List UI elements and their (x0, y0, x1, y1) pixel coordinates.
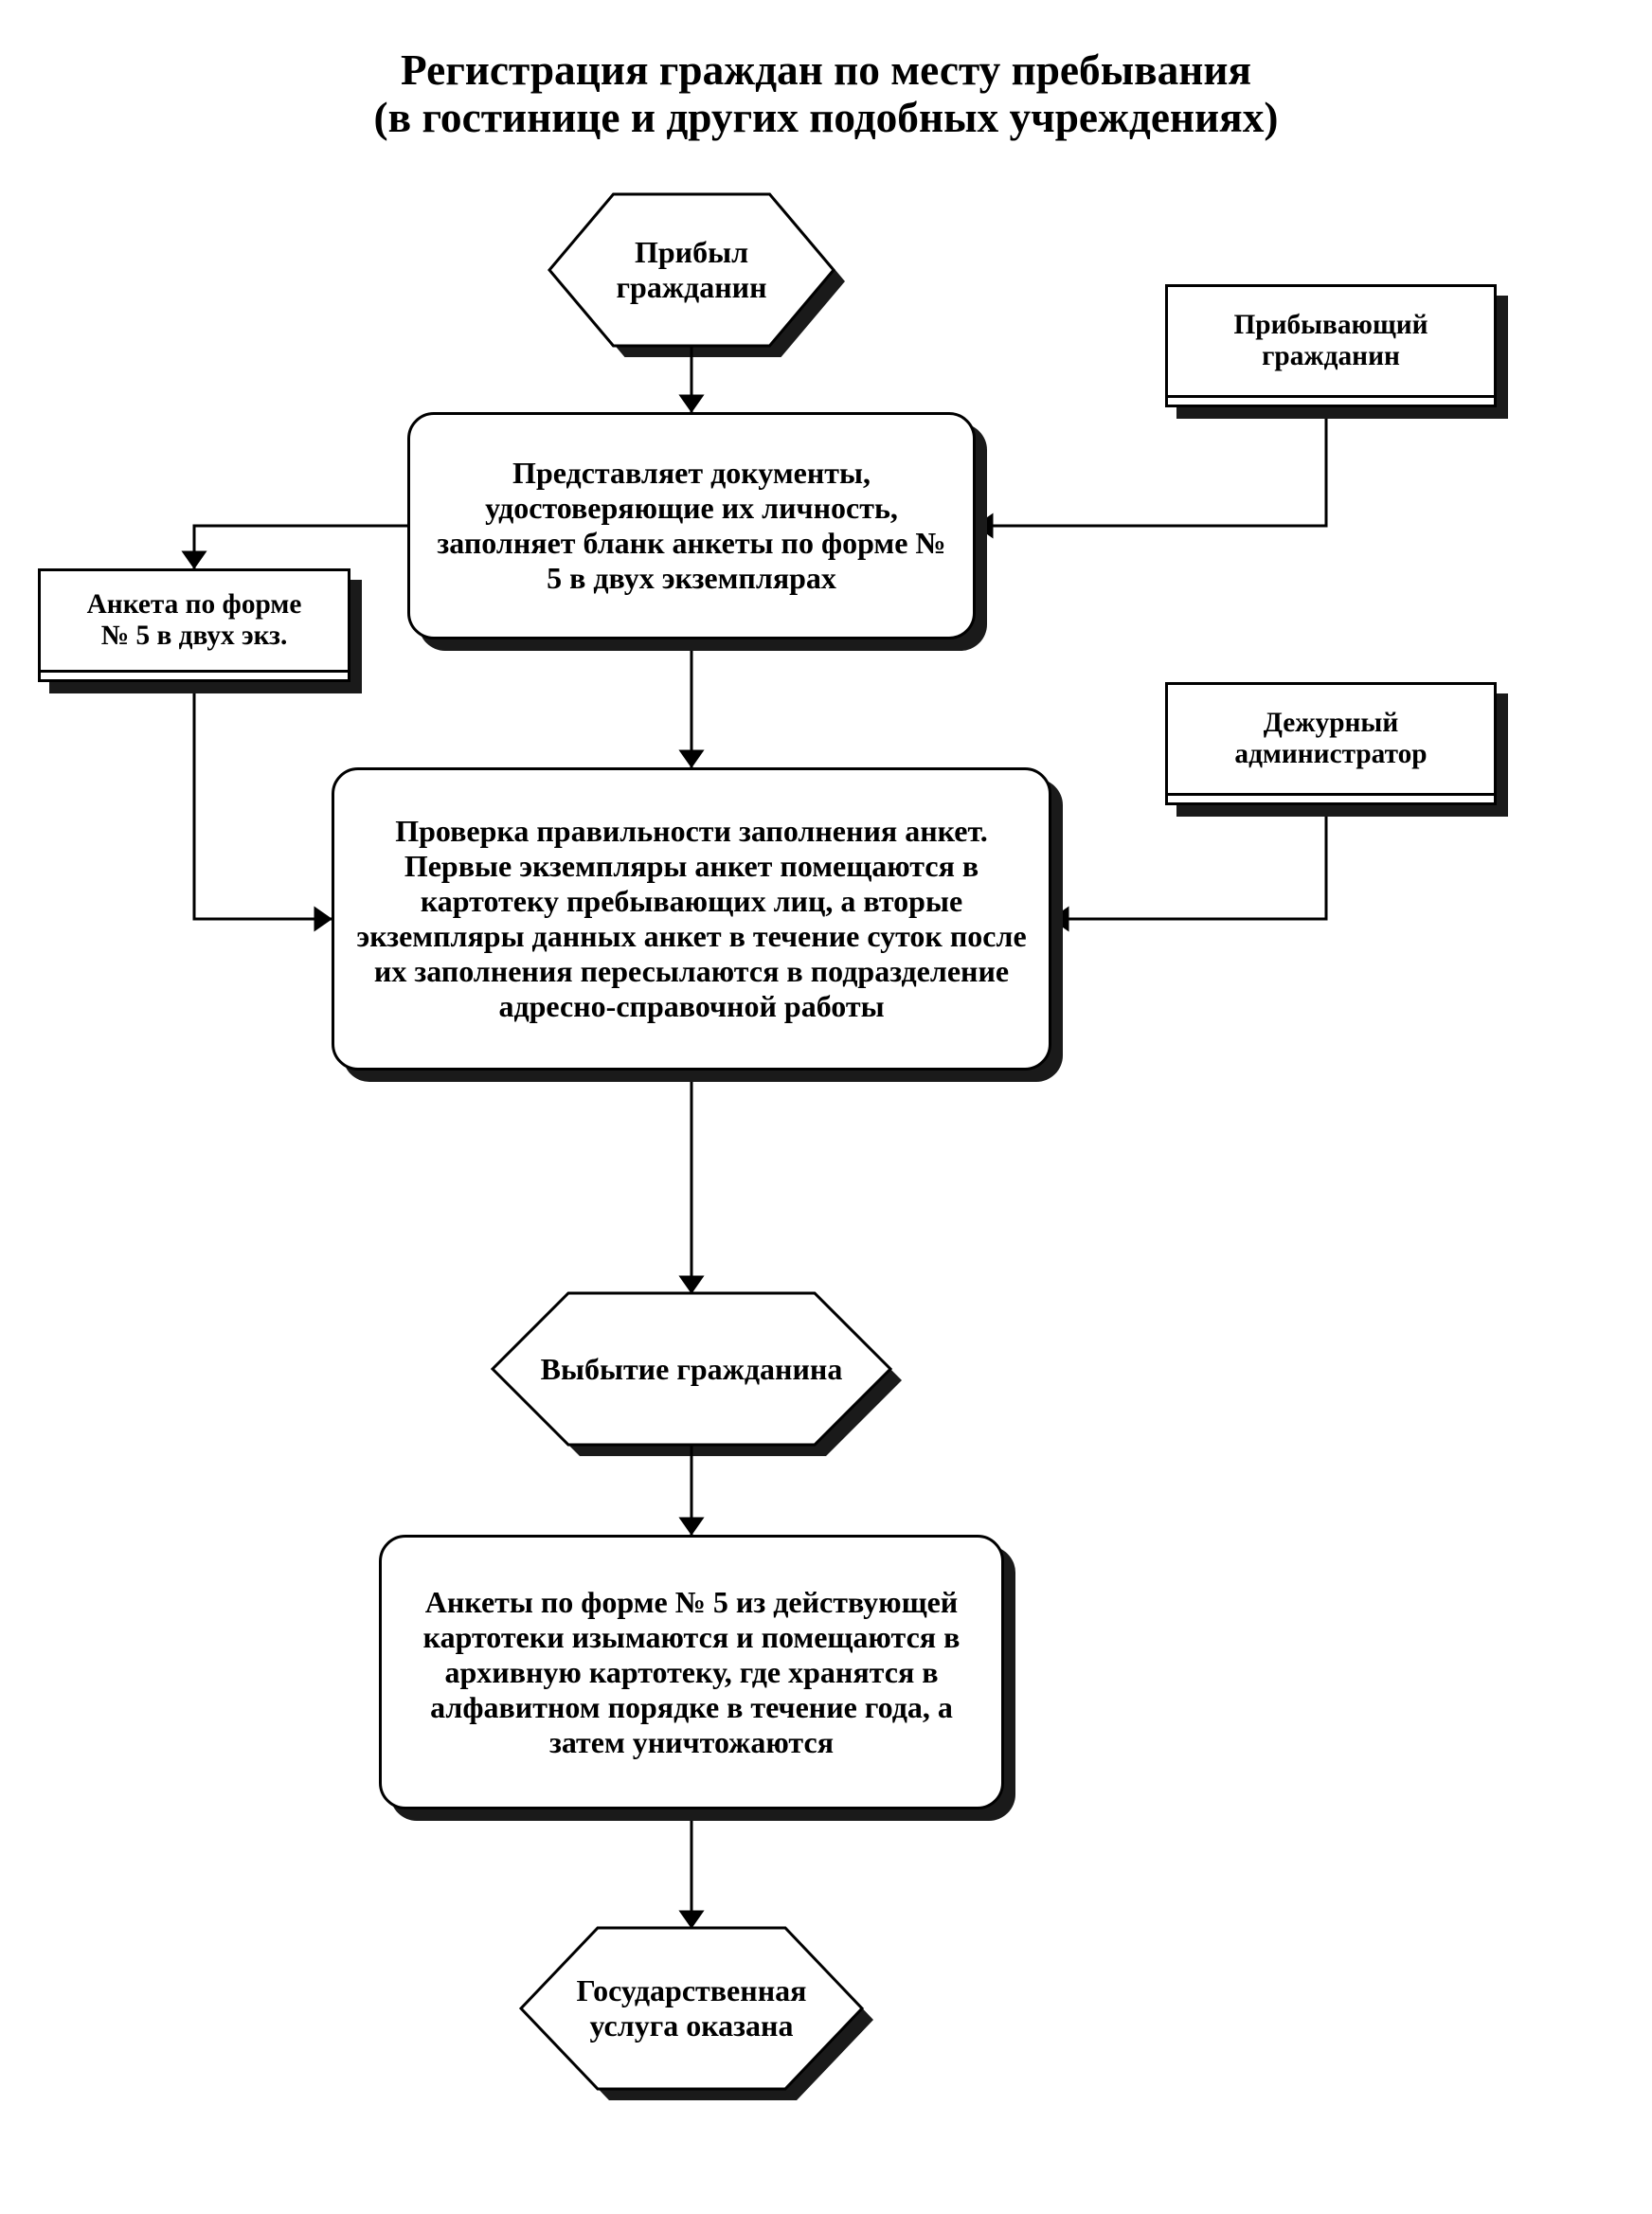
process-p2-label: Проверка правильности заполнения анкет. … (351, 814, 1032, 1024)
process-p2-box: Проверка правильности заполнения анкет. … (332, 767, 1051, 1071)
process-p3-label: Анкеты по форме № 5 из действующей карто… (399, 1585, 984, 1760)
side-anketa: Анкета по форме№ 5 в двух экз. (38, 568, 362, 693)
side-arriving-inner: Прибывающийгражданин (1165, 284, 1497, 398)
process-p1: Представляет документы, удостоверяющие и… (407, 412, 987, 651)
page-title-line2: (в гостинице и других подобных учреждени… (0, 93, 1652, 142)
process-p1-label: Представляет документы, удостоверяющие и… (427, 456, 956, 596)
side-admin-inner: Дежурныйадминистратор (1165, 682, 1497, 796)
process-p3: Анкеты по форме № 5 из действующей карто… (379, 1535, 1015, 1821)
side-arriving-label: Прибывающийгражданин (1233, 310, 1428, 372)
process-p3-box: Анкеты по форме № 5 из действующей карто… (379, 1535, 1004, 1809)
side-admin: Дежурныйадминистратор (1165, 682, 1508, 817)
side-anketa-label: Анкета по форме№ 5 в двух экз. (87, 589, 302, 652)
process-p1-box: Представляет документы, удостоверяющие и… (407, 412, 976, 639)
side-arriving: Прибывающийгражданин (1165, 284, 1508, 419)
hex-end-label: Государственнаяуслуга оказана (521, 1928, 862, 2089)
process-p2: Проверка правильности заполнения анкет. … (332, 767, 1063, 1082)
side-admin-label: Дежурныйадминистратор (1234, 708, 1427, 770)
hex-start-label: Прибылгражданин (549, 194, 834, 346)
hex-depart-label: Выбытие гражданина (493, 1293, 890, 1445)
page-title-line1: Регистрация граждан по месту пребывания (0, 45, 1652, 95)
side-anketa-inner: Анкета по форме№ 5 в двух экз. (38, 568, 350, 673)
flowchart-page: Регистрация граждан по месту пребывания … (0, 0, 1652, 2214)
